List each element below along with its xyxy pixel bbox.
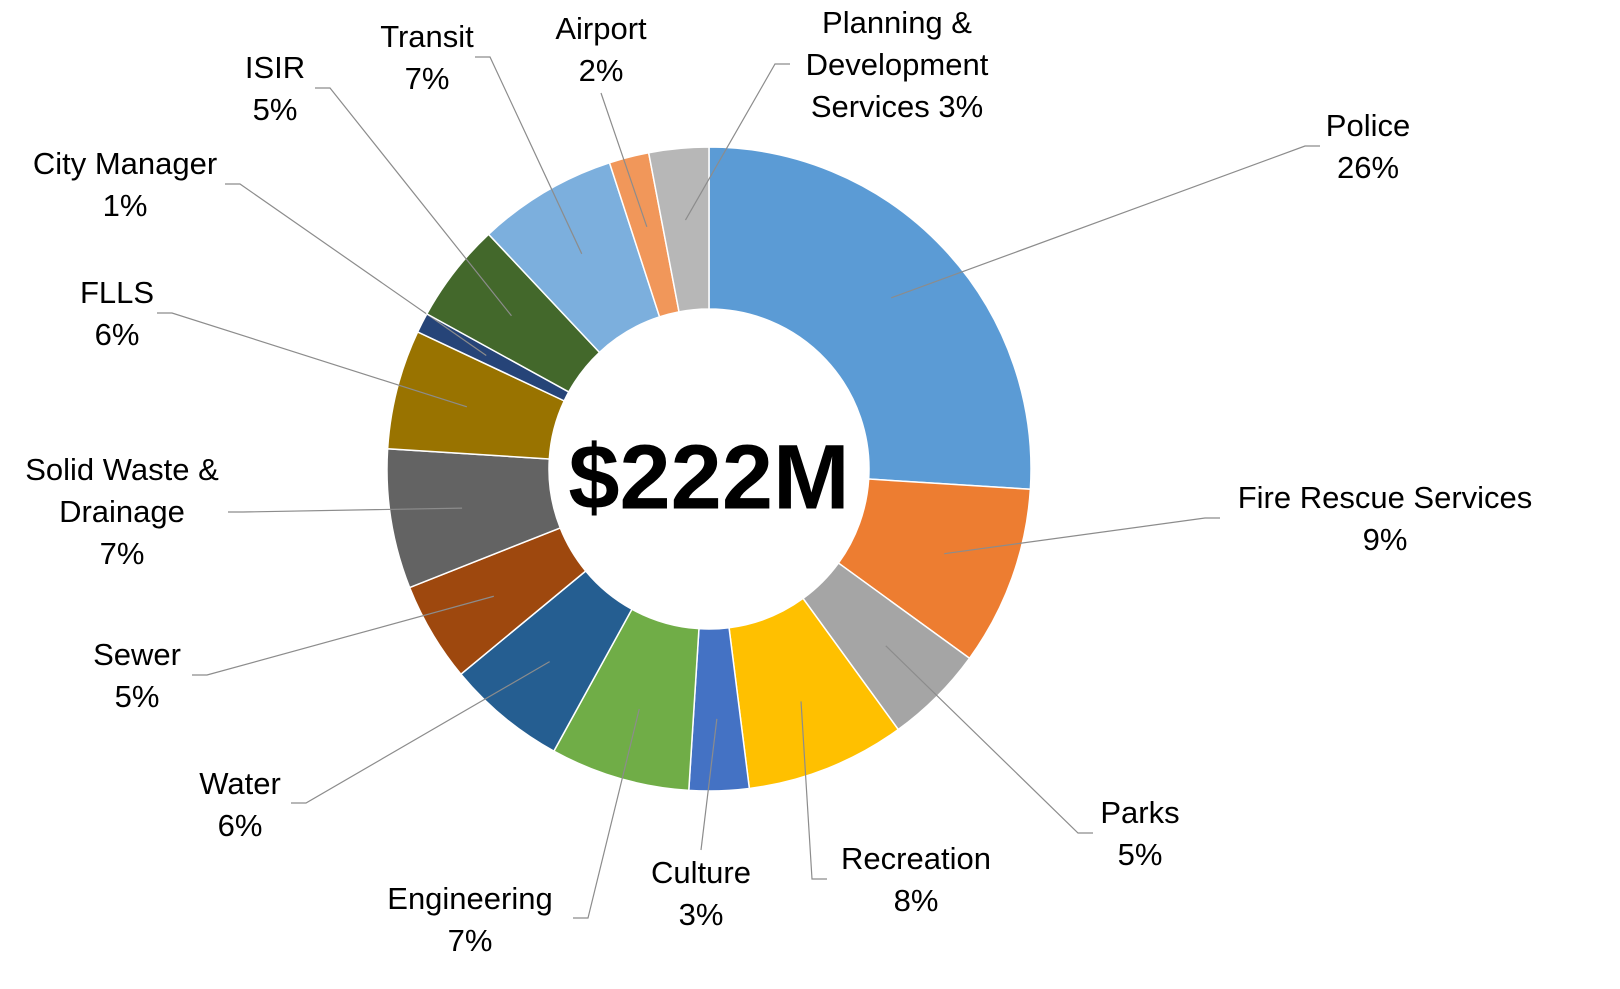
leader-line: [475, 56, 583, 255]
slice-value: 6%: [217, 808, 263, 843]
slice-name: Engineering: [387, 881, 553, 916]
slice-label: Water 6%: [185, 763, 295, 847]
slice-name: Sewer: [93, 637, 181, 672]
slice-value: 9%: [1362, 522, 1408, 557]
leader-line: [225, 183, 487, 356]
leader-line: [192, 595, 494, 676]
slice: [708, 146, 1032, 491]
slice-name: Parks: [1100, 795, 1180, 830]
slice-value: 3%: [938, 89, 984, 124]
leader-line: [157, 312, 468, 408]
slice-value: 5%: [1117, 837, 1163, 872]
leader-line: [885, 645, 1093, 834]
slice-name: City Manager: [32, 146, 218, 181]
slice-name: Culture: [651, 855, 751, 890]
leader-line: [800, 701, 827, 880]
slice-label: ISIR 5%: [235, 47, 315, 131]
slice-value: 5%: [114, 679, 160, 714]
slice-label: FLLS 6%: [62, 272, 172, 356]
slice-value: 26%: [1336, 150, 1400, 185]
leader-line: [291, 661, 550, 804]
slice-value: 3%: [678, 897, 724, 932]
slice-value: 1%: [102, 188, 148, 223]
slice: [647, 146, 710, 313]
slice-label: Fire Rescue Services 9%: [1205, 477, 1565, 561]
leader-line: [891, 145, 1320, 299]
slice-value: 7%: [404, 61, 450, 96]
slice-label: Recreation 8%: [816, 838, 1016, 922]
slice-value: 5%: [252, 92, 298, 127]
slice-value: 7%: [99, 536, 145, 571]
slice-label: Airport 2%: [541, 8, 661, 92]
leader-line: [700, 718, 718, 851]
slice-label: Engineering 7%: [370, 878, 570, 962]
slice-name: ISIR: [244, 50, 306, 85]
slice-label: Solid Waste & Drainage 7%: [2, 449, 242, 575]
slice-name: Water: [199, 766, 281, 801]
slice-value: 7%: [447, 923, 493, 958]
slice-name: Police: [1325, 108, 1411, 143]
slice-label: Planning & Development Services 3%: [782, 2, 1012, 128]
leader-line: [944, 517, 1220, 555]
slice-value: 6%: [94, 317, 140, 352]
leader-line: [315, 87, 512, 317]
slice-name: Recreation: [841, 841, 991, 876]
slice-label: Parks 5%: [1085, 792, 1195, 876]
slice-label: Sewer 5%: [82, 634, 192, 718]
slice-name: Planning & Development Services: [805, 5, 989, 124]
leader-line: [573, 708, 640, 919]
slice-name: Solid Waste & Drainage: [25, 452, 219, 529]
slice-value: 2%: [578, 53, 624, 88]
leader-line: [228, 507, 463, 513]
slice-label: Transit 7%: [367, 16, 487, 100]
slice-label: Police 26%: [1313, 105, 1423, 189]
leader-line: [600, 92, 648, 228]
leader-line: [684, 63, 790, 221]
slice-label: City Manager 1%: [10, 143, 240, 227]
slice-name: Airport: [555, 11, 647, 46]
slice-label: Culture 3%: [636, 852, 766, 936]
slice-name: Transit: [380, 19, 474, 54]
slice-name: Fire Rescue Services: [1237, 480, 1533, 515]
center-label: $222M: [568, 426, 850, 529]
slice-name: FLLS: [79, 275, 155, 310]
slice-value: 8%: [893, 883, 939, 918]
